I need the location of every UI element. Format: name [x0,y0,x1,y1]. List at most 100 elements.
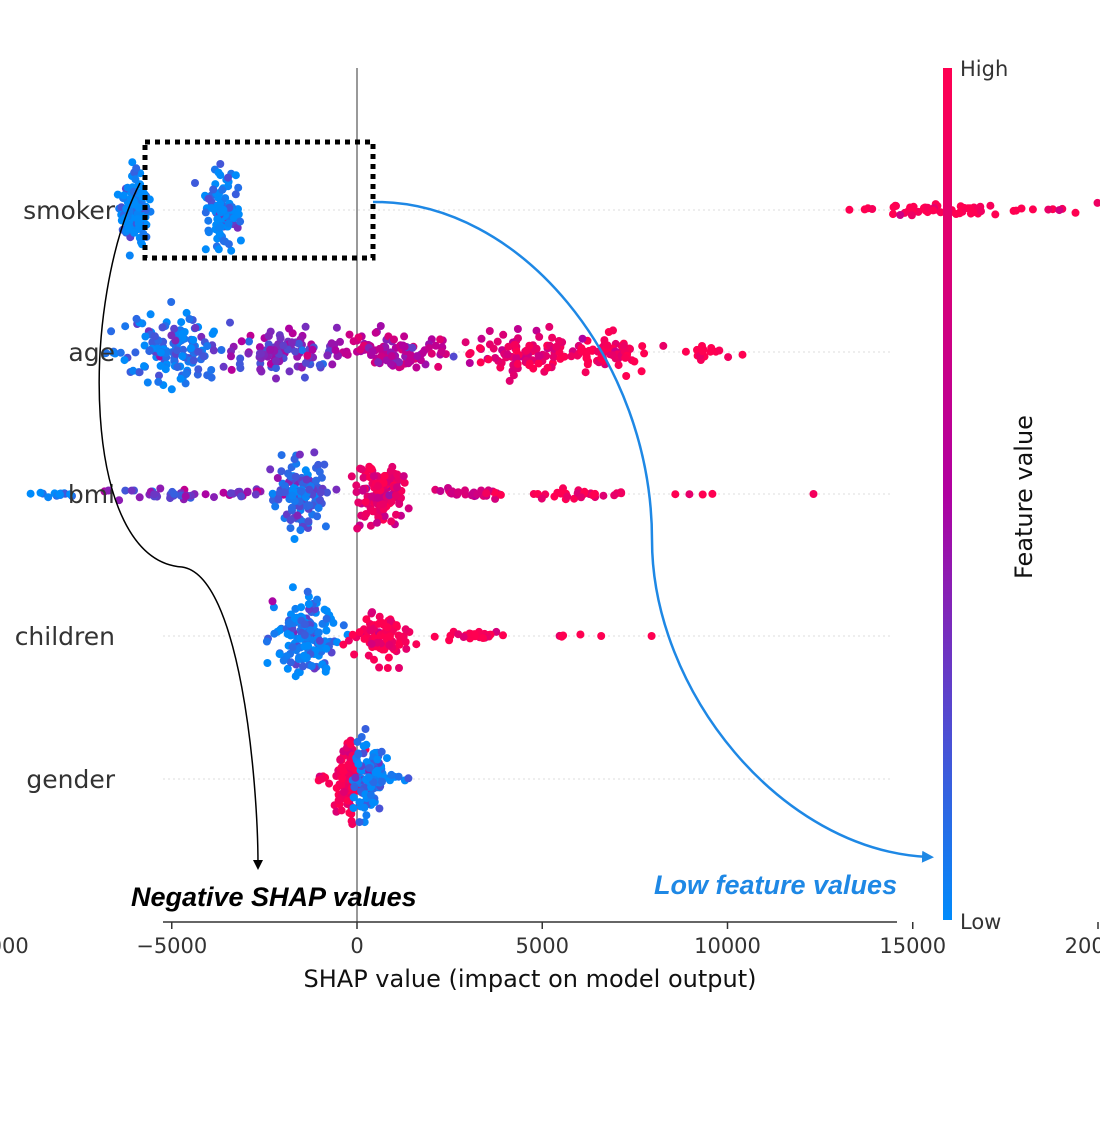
shap-point-age [237,337,246,346]
shap-point-bmi [491,494,500,503]
shap-point-bmi [354,498,363,507]
shap-point-age [608,351,617,360]
shap-point-bmi [26,489,35,498]
shap-point-gender [334,796,343,805]
low-feature-arrow [372,200,934,863]
shap-point-age [332,323,341,332]
shap-point-children [375,612,384,621]
shap-point-children [499,631,507,640]
shap-point-bmi [286,524,295,533]
shap-point-age [276,334,285,343]
shap-point-children [306,626,315,635]
shap-point-bmi [277,451,286,460]
shap-point-age [264,331,273,340]
shap-point-age [343,350,352,359]
shap-point-children [288,643,297,652]
shap-point-age [371,328,380,337]
x-tick-label: 0 [350,934,363,958]
shap-point-bmi [104,486,113,495]
shap-point-gender [339,767,348,776]
shap-point-gender [366,791,375,799]
shap-point-gender [349,804,358,812]
shap-point-age [510,340,519,349]
shap-point-bmi [274,495,283,504]
shap-point-smoker [236,217,245,226]
shap-point-age [408,343,417,352]
shap-point-age [315,361,324,370]
shap-point-age [217,346,226,354]
shap-point-children [383,623,392,632]
shap-point-children [397,632,406,641]
shap-point-age [120,356,129,365]
shap-point-bmi [393,483,401,492]
shap-point-children [307,662,316,670]
shap-point-bmi [577,493,586,502]
shap-point-gender [359,742,368,751]
feature-label-gender: gender [26,765,115,794]
shap-point-bmi [115,496,124,505]
shap-point-bmi [170,489,179,498]
shap-point-smoker [929,206,938,215]
shap-point-age [545,322,554,331]
shap-point-age [132,314,141,323]
shap-point-age [514,334,522,343]
shap-point-age [513,325,522,333]
shap-point-gender [371,768,380,777]
shap-point-bmi [553,488,562,497]
x-tick-label: 5000 [516,934,569,958]
shap-point-gender [369,798,378,807]
shap-point-age [167,385,176,394]
shap-point-smoker [125,251,134,260]
shap-point-smoker [236,236,245,245]
shap-point-children [339,640,348,649]
shap-point-bmi [266,465,275,474]
highlight-box [142,139,376,261]
shap-point-age [109,348,118,357]
shap-point-age [738,350,747,359]
shap-point-age [173,363,182,372]
shap-point-smoker [131,200,139,209]
shap-point-gender [383,754,391,763]
shap-point-bmi [708,489,717,498]
shap-point-age [179,345,188,354]
shap-point-gender [354,750,363,759]
shap-point-bmi [617,488,626,497]
shap-point-children [384,653,393,662]
shap-point-children [430,632,439,641]
feature-label-age: age [68,338,115,367]
shap-point-age [406,350,415,359]
shap-point-gender [387,770,396,779]
shap-point-children [647,632,656,640]
shap-point-age [331,346,340,355]
shap-point-age [199,352,208,361]
shap-point-bmi [201,490,210,499]
shap-point-bmi [135,493,144,502]
shap-point-bmi [496,490,505,499]
shap-point-bmi [302,475,311,484]
shap-point-age [535,351,544,360]
shap-point-children [362,615,371,624]
shap-point-bmi [315,467,324,476]
shap-point-gender [346,740,355,749]
shap-point-age [499,330,508,339]
shap-point-children [333,638,342,647]
shap-point-smoker [231,171,240,180]
shap-point-bmi [671,490,680,499]
shap-point-age [376,322,385,330]
shap-point-children [355,628,364,637]
shap-point-bmi [380,471,389,480]
shap-point-age [207,366,216,374]
shap-point-children [262,637,271,646]
shap-point-age [437,347,446,356]
shap-point-age [182,308,191,317]
shap-point-children [270,629,279,638]
shap-point-age [374,358,383,367]
shap-point-children [286,658,295,667]
shap-point-age [412,363,421,372]
shap-point-bmi [293,511,302,520]
shap-point-bmi [313,512,322,521]
shap-point-children [291,672,300,681]
shap-point-bmi [332,485,341,494]
shap-point-age [659,341,668,350]
